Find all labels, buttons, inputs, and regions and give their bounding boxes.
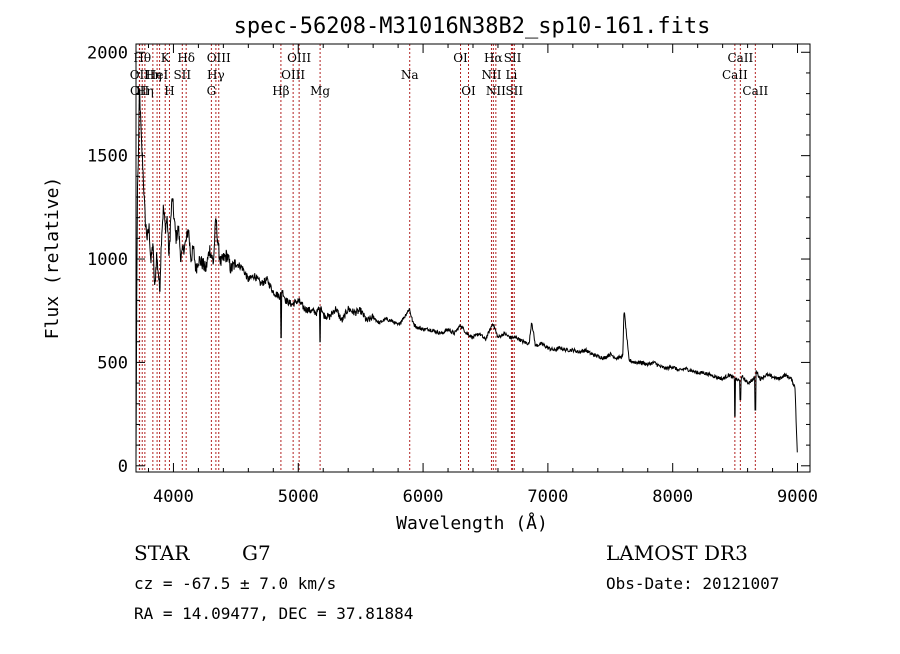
line-label: OI bbox=[461, 84, 476, 98]
line-label: Hδ bbox=[177, 51, 195, 65]
y-tick-label: 1500 bbox=[87, 147, 128, 167]
x-tick-label: 8000 bbox=[652, 487, 693, 507]
y-tick-label: 1000 bbox=[87, 250, 128, 270]
y-axis: 0 500 1000 1500 2000 bbox=[87, 43, 810, 477]
line-label: OIII bbox=[281, 68, 305, 82]
line-label: CaII bbox=[727, 51, 753, 65]
y-tick-label: 500 bbox=[97, 353, 128, 373]
line-label: NII bbox=[481, 68, 501, 82]
plot-frame bbox=[135, 43, 811, 473]
line-label: Hγ bbox=[207, 68, 225, 82]
emission-line-labels: OIIOIIHθHηHηHeIKHSIIHδGHγOIIIHβOIIIOIIIM… bbox=[130, 51, 769, 98]
obs-date: Obs-Date: 20121007 bbox=[606, 574, 779, 593]
x-tick-label: 4000 bbox=[153, 487, 194, 507]
line-label: Li bbox=[506, 68, 518, 82]
x-axis: 4000 5000 6000 7000 8000 9000 bbox=[147, 44, 818, 507]
line-label: Hβ bbox=[272, 84, 289, 98]
line-label: OII bbox=[130, 68, 150, 82]
chart-title: spec-56208-M31016N38B2_sp10-161.fits bbox=[234, 14, 711, 39]
line-label: SII bbox=[504, 51, 522, 65]
object-class: STAR bbox=[134, 541, 190, 565]
x-tick-label: 7000 bbox=[527, 487, 568, 507]
line-label: Mg bbox=[310, 84, 330, 98]
line-label: Hη bbox=[144, 68, 162, 82]
emission-line-markers bbox=[138, 44, 756, 472]
line-label: Hθ bbox=[133, 51, 151, 65]
line-label: CaII bbox=[722, 68, 748, 82]
line-label: Hη bbox=[136, 84, 154, 98]
x-tick-label: 5000 bbox=[278, 487, 319, 507]
line-label: SII bbox=[505, 84, 523, 98]
line-label: Hα bbox=[484, 51, 503, 65]
spectrum-series bbox=[135, 88, 798, 460]
line-label: Na bbox=[401, 68, 419, 82]
line-label: OIII bbox=[287, 51, 311, 65]
line-label: OIII bbox=[207, 51, 231, 65]
line-label: HeI bbox=[146, 68, 169, 82]
survey-name: LAMOST DR3 bbox=[606, 541, 748, 565]
object-subclass: G7 bbox=[242, 541, 271, 565]
line-label: SII bbox=[173, 68, 191, 82]
y-tick-label: 0 bbox=[118, 457, 128, 477]
x-tick-label: 6000 bbox=[403, 487, 444, 507]
y-axis-label: Flux (relative) bbox=[42, 177, 63, 340]
y-tick-label: 2000 bbox=[87, 43, 128, 63]
line-label: H bbox=[164, 84, 174, 98]
spectrum-line bbox=[135, 88, 798, 460]
line-label: K bbox=[161, 51, 171, 65]
redshift-text: cz = -67.5 ± 7.0 km/s bbox=[134, 574, 336, 593]
x-tick-label: 9000 bbox=[777, 487, 818, 507]
line-label: G bbox=[207, 84, 217, 98]
line-label: OI bbox=[453, 51, 468, 65]
line-label: CaII bbox=[742, 84, 768, 98]
line-label: NII bbox=[486, 84, 506, 98]
coords-text: RA = 14.09477, DEC = 37.81884 bbox=[134, 604, 413, 623]
x-axis-label: Wavelength (Å) bbox=[396, 512, 548, 534]
